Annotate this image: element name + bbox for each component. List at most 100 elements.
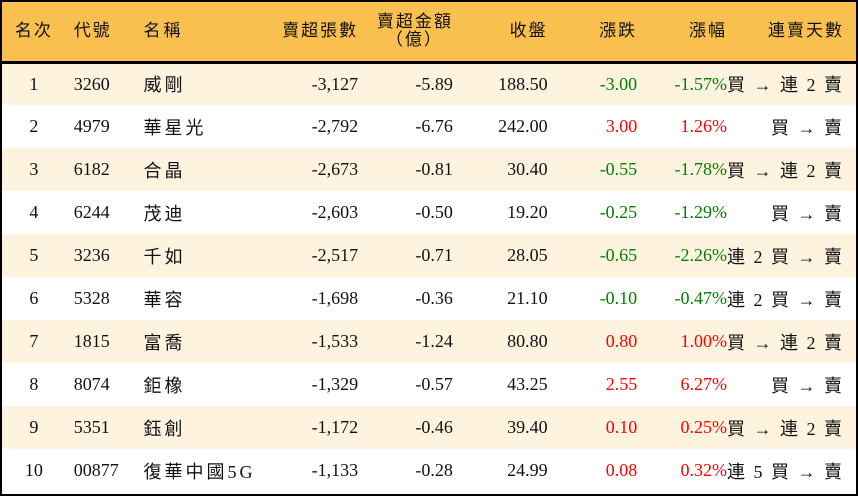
cell-rank: 9 xyxy=(29,417,39,437)
cell-close: 80.80 xyxy=(507,331,548,351)
cell-change: 0.80 xyxy=(605,331,638,351)
table-row: 5 3236 千如 -2,517 -0.71 28.05 -0.65 -2.26… xyxy=(2,234,856,277)
cell-sell-volume: -1,329 xyxy=(311,374,359,394)
cell-sell-days: 連 5 買 → 賣 xyxy=(727,461,844,482)
cell-rank: 2 xyxy=(29,116,39,136)
cell-close: 21.10 xyxy=(507,288,548,308)
cell-name: 復華中國5G xyxy=(143,461,256,482)
cell-code: 1815 xyxy=(73,331,110,351)
table-row: 6 5328 華容 -1,698 -0.36 21.10 -0.10 -0.47… xyxy=(2,277,856,320)
cell-change: 2.55 xyxy=(605,374,638,394)
header-sell-days: 連賣天數 xyxy=(768,21,844,41)
cell-close: 28.05 xyxy=(507,245,548,265)
header-row: 名次 代號 名稱 賣超張數 賣超金額 （億） 收盤 漲跌 漲幅 連賣天數 xyxy=(2,2,856,62)
cell-close: 24.99 xyxy=(507,460,548,480)
cell-close: 188.50 xyxy=(498,73,548,94)
cell-sell-amount: -0.57 xyxy=(415,374,453,394)
cell-close: 43.25 xyxy=(507,374,548,394)
cell-close: 39.40 xyxy=(507,417,548,437)
cell-sell-days: 買 → 連 2 賣 xyxy=(727,160,844,181)
cell-name: 威剛 xyxy=(143,75,186,96)
cell-change-pct: 0.25% xyxy=(680,417,728,437)
table-row: 7 1815 富喬 -1,533 -1.24 80.80 0.80 1.00% … xyxy=(2,320,856,363)
cell-sell-days: 買 → 賣 xyxy=(771,117,844,138)
cell-sell-volume: -1,172 xyxy=(311,417,359,437)
cell-change-pct: 1.00% xyxy=(680,331,728,351)
cell-rank: 1 xyxy=(29,73,39,94)
cell-rank: 10 xyxy=(24,460,43,480)
cell-change: -0.55 xyxy=(599,159,638,179)
cell-close: 30.40 xyxy=(507,159,548,179)
cell-code: 8074 xyxy=(73,374,110,394)
cell-sell-amount: -0.46 xyxy=(415,417,453,437)
header-close: 收盤 xyxy=(509,21,548,41)
cell-name: 合晶 xyxy=(143,160,186,181)
cell-sell-days: 連 2 買 → 賣 xyxy=(727,246,844,267)
header-sell-amount-line1: 賣超金額 xyxy=(376,12,453,32)
cell-change: -0.65 xyxy=(599,245,638,265)
cell-change: 0.08 xyxy=(605,460,638,480)
cell-sell-amount: -0.81 xyxy=(415,159,453,179)
table-row: 3 6182 合晶 -2,673 -0.81 30.40 -0.55 -1.78… xyxy=(2,148,856,191)
cell-change: -3.00 xyxy=(599,73,638,94)
cell-sell-days: 買 → 連 2 賣 xyxy=(727,75,844,96)
cell-rank: 7 xyxy=(29,331,39,351)
cell-sell-volume: -1,133 xyxy=(311,460,359,480)
cell-sell-volume: -2,792 xyxy=(311,116,359,136)
cell-name: 鈺創 xyxy=(143,418,186,439)
cell-rank: 3 xyxy=(29,159,39,179)
cell-name: 富喬 xyxy=(143,332,186,353)
cell-name: 鉅橡 xyxy=(143,375,186,396)
cell-name: 華容 xyxy=(143,289,186,310)
cell-code: 6244 xyxy=(73,202,110,222)
cell-code: 5328 xyxy=(73,288,110,308)
cell-change-pct: 1.26% xyxy=(680,116,728,136)
cell-code: 4979 xyxy=(73,116,110,136)
header-sell-amount-line2: （億） xyxy=(385,30,443,50)
cell-change-pct: -0.47% xyxy=(674,288,728,308)
cell-close: 19.20 xyxy=(507,202,548,222)
table-row: 8 8074 鉅橡 -1,329 -0.57 43.25 2.55 6.27% … xyxy=(2,363,856,406)
header-rank: 名次 xyxy=(14,21,53,41)
cell-rank: 8 xyxy=(29,374,39,394)
cell-code: 00877 xyxy=(73,460,119,480)
cell-sell-amount: -0.28 xyxy=(415,460,453,480)
cell-change: -0.10 xyxy=(599,288,638,308)
cell-sell-days: 買 → 連 2 賣 xyxy=(727,332,844,353)
table-row: 10 00877 復華中國5G -1,133 -0.28 24.99 0.08 … xyxy=(2,449,856,492)
cell-sell-days: 買 → 連 2 賣 xyxy=(727,418,844,439)
cell-code: 6182 xyxy=(73,159,110,179)
cell-code: 3236 xyxy=(73,245,110,265)
header-change: 漲跌 xyxy=(599,21,638,41)
header-name: 名稱 xyxy=(143,21,184,41)
cell-sell-days: 買 → 賣 xyxy=(771,203,844,224)
cell-change-pct: -2.26% xyxy=(674,245,728,265)
cell-change: 0.10 xyxy=(605,417,638,437)
table-body: 1 3260 威剛 -3,127 -5.89 188.50 -3.00 -1.5… xyxy=(2,62,856,492)
cell-sell-days: 買 → 賣 xyxy=(771,375,844,396)
cell-change-pct: -1.57% xyxy=(674,73,728,94)
cell-sell-days: 連 2 買 → 賣 xyxy=(727,289,844,310)
cell-sell-volume: -1,533 xyxy=(311,331,359,351)
cell-sell-volume: -2,603 xyxy=(311,202,359,222)
cell-change-pct: -1.29% xyxy=(674,202,728,222)
cell-name: 茂迪 xyxy=(143,203,186,224)
table-row: 4 6244 茂迪 -2,603 -0.50 19.20 -0.25 -1.29… xyxy=(2,191,856,234)
cell-name: 華星光 xyxy=(143,117,207,138)
cell-sell-amount: -0.71 xyxy=(415,245,453,265)
cell-sell-amount: -0.36 xyxy=(415,288,453,308)
cell-sell-amount: -0.50 xyxy=(415,202,453,222)
cell-rank: 5 xyxy=(29,245,39,265)
cell-change: 3.00 xyxy=(605,116,638,136)
cell-sell-volume: -2,673 xyxy=(311,159,359,179)
cell-code: 5351 xyxy=(73,417,110,437)
cell-sell-amount: -5.89 xyxy=(415,73,453,94)
cell-change-pct: 6.27% xyxy=(680,374,728,394)
header-change-pct: 漲幅 xyxy=(689,21,727,41)
cell-sell-amount: -6.76 xyxy=(415,116,453,136)
cell-code: 3260 xyxy=(73,73,110,94)
cell-sell-volume: -2,517 xyxy=(311,245,359,265)
table-header: 名次 代號 名稱 賣超張數 賣超金額 （億） 收盤 漲跌 漲幅 連賣天數 xyxy=(2,2,856,62)
